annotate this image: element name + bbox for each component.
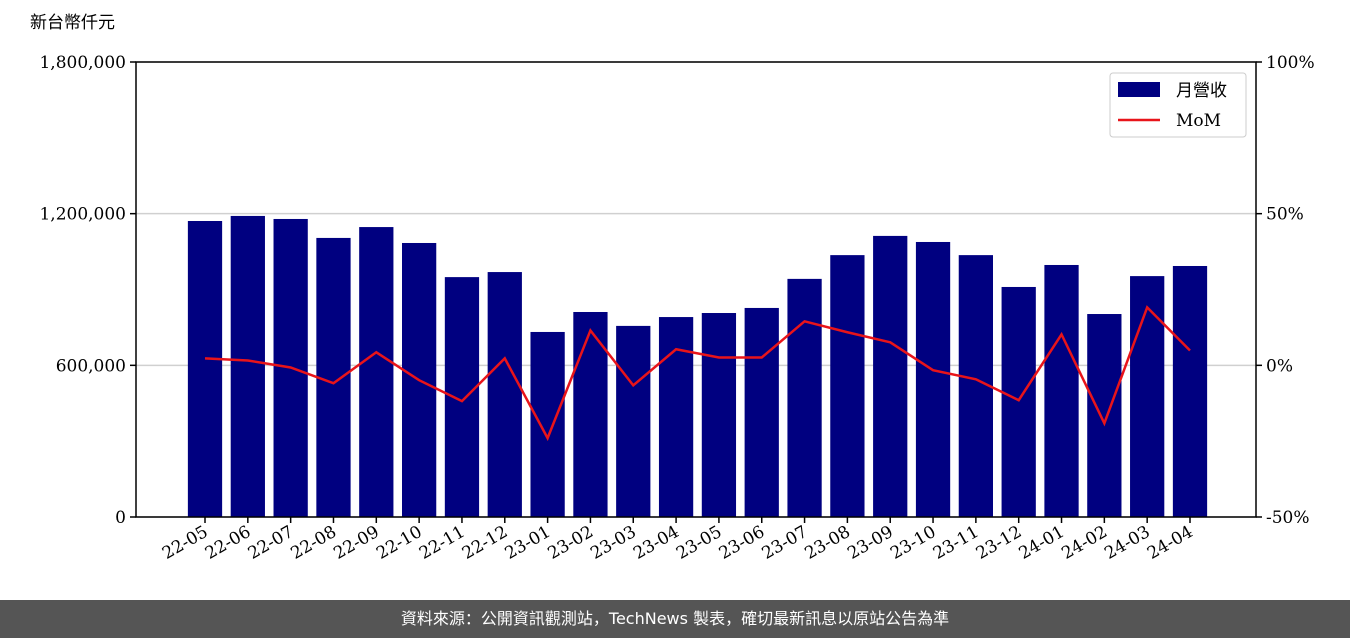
- bar: [1172, 265, 1208, 517]
- y-tick-label: 600,000: [56, 356, 126, 376]
- x-tick-label: 22-12: [459, 522, 511, 564]
- x-tick-label: 23-05: [673, 522, 725, 564]
- bar: [830, 255, 865, 517]
- x-tick-label: 23-07: [759, 522, 811, 564]
- x-tick-label: 23-06: [716, 522, 768, 564]
- bar: [1087, 314, 1122, 517]
- x-tick-label: 23-12: [973, 522, 1025, 564]
- bar: [744, 307, 779, 517]
- legend: 月營收 MoM: [1109, 72, 1247, 138]
- chart: 新台幣仟元 0 600,000 1,200,000 1,800,000 -50% 0% 50…: [30, 13, 1315, 564]
- bar: [444, 277, 480, 517]
- bar: [1044, 264, 1079, 517]
- x-tick-label: 22-10: [373, 522, 425, 564]
- x-tick-label: 23-01: [502, 522, 554, 564]
- bar: [1130, 276, 1165, 517]
- legend-swatch: [1118, 82, 1160, 97]
- bar: [530, 331, 565, 517]
- bar: [316, 237, 351, 517]
- bar: [230, 215, 265, 518]
- y-axis-label: 新台幣仟元: [30, 13, 115, 33]
- bar: [658, 317, 694, 517]
- plot-frame: [135, 61, 1257, 518]
- bar: [187, 220, 223, 517]
- y2-tick-label: 0%: [1266, 356, 1293, 376]
- x-tick-label: 22-11: [416, 522, 468, 564]
- y-tick-label: 0: [115, 508, 126, 528]
- x-tick-label: 22-09: [330, 522, 382, 564]
- line: [204, 305, 1191, 442]
- x-tick-label: 24-01: [1016, 522, 1068, 564]
- x-tick-label: 24-02: [1058, 522, 1110, 564]
- x-tick-label: 23-03: [587, 522, 639, 564]
- legend-label: MoM: [1176, 111, 1221, 131]
- x-tick-label: 24-03: [1101, 522, 1153, 564]
- bar: [787, 278, 822, 517]
- bar: [573, 311, 608, 517]
- bar: [701, 313, 737, 517]
- x-tick-label: 23-10: [887, 522, 939, 564]
- x-tick-label: 22-08: [288, 522, 340, 564]
- y-tick-label: 1,200,000: [39, 205, 126, 225]
- bar: [487, 272, 522, 517]
- x-tick-label: 22-05: [159, 522, 211, 564]
- y-tick-label: 1,800,000: [39, 53, 126, 73]
- x-tick-label: 22-07: [245, 522, 297, 564]
- x-tick-label: 23-11: [930, 522, 982, 564]
- x-tick-label: 23-08: [801, 522, 853, 564]
- x-tick-label: 24-04: [1144, 522, 1196, 564]
- y2-tick-label: 50%: [1266, 205, 1304, 225]
- bar: [359, 227, 394, 517]
- bar: [616, 325, 651, 517]
- y2-tick-label: 100%: [1266, 53, 1315, 73]
- footer: 資料來源：公開資訊觀測站，TechNews 製表，確切最新訊息以原站公告為準: [0, 600, 1350, 638]
- x-tick-label: 22-06: [202, 522, 254, 564]
- bar: [1001, 286, 1036, 517]
- legend-label: 月營收: [1176, 81, 1227, 101]
- x-tick-label: 23-09: [844, 522, 896, 564]
- x-tick-label: 23-02: [544, 522, 596, 564]
- y2-tick-label: -50%: [1266, 508, 1310, 528]
- x-tick-label: 23-04: [630, 522, 682, 564]
- bar: [873, 235, 908, 517]
- bar: [915, 241, 951, 517]
